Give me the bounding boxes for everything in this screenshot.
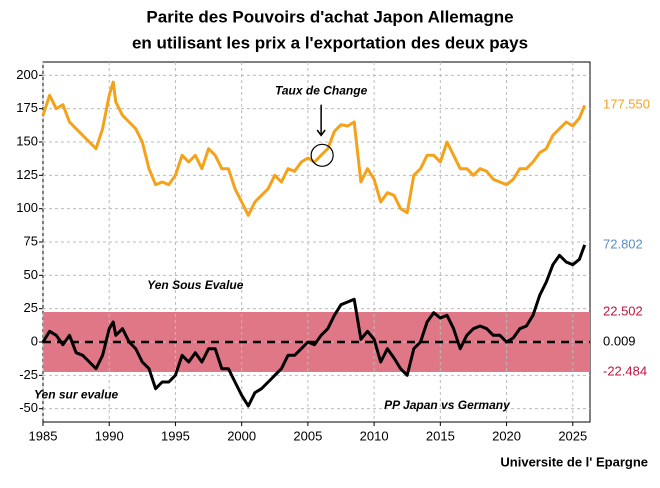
annotation: Yen Sous Evalue [147, 278, 244, 292]
y-tick-label: 200 [16, 67, 38, 82]
end-label: 177.550 [603, 97, 650, 112]
x-tick-label: 1985 [29, 428, 58, 443]
x-tick-label: 2010 [360, 428, 389, 443]
x-tick-label: 2015 [426, 428, 455, 443]
x-tick-label: 2000 [227, 428, 256, 443]
x-tick-label: 1995 [161, 428, 190, 443]
y-tick-label: 25 [24, 300, 38, 315]
y-tick-label: -25 [19, 367, 38, 382]
y-tick-label: 50 [24, 267, 38, 282]
y-tick-label: 100 [16, 200, 38, 215]
y-tick-label: 175 [16, 100, 38, 115]
x-tick-label: 2020 [492, 428, 521, 443]
end-label: 0.009 [603, 333, 636, 348]
y-tick-label: 125 [16, 167, 38, 182]
y-tick-label: 0 [31, 333, 38, 348]
end-label: 72.802 [603, 236, 643, 251]
annotation-arrowhead [316, 129, 326, 137]
end-label: 22.502 [603, 303, 643, 318]
annotation: PP Japan vs Germany [384, 398, 511, 412]
y-tick-label: 75 [24, 233, 38, 248]
x-tick-label: 2025 [558, 428, 587, 443]
y-tick-label: 150 [16, 133, 38, 148]
x-tick-label: 2005 [293, 428, 322, 443]
source: Universite de l' Epargne [500, 454, 648, 469]
end-label: -22.484 [603, 363, 647, 378]
x-tick-label: 1990 [95, 428, 124, 443]
y-tick-label: -50 [19, 400, 38, 415]
series-line [41, 80, 587, 217]
chart-subtitle: en utilisant les prix a l'exportation de… [132, 33, 528, 52]
annotation: Yen sur evalue [34, 388, 119, 402]
series-line [41, 244, 587, 408]
annotation: Taux de Change [275, 84, 368, 98]
annotation-circle [310, 143, 334, 167]
chart-title: Parite des Pouvoirs d'achat Japon Allema… [146, 7, 513, 26]
